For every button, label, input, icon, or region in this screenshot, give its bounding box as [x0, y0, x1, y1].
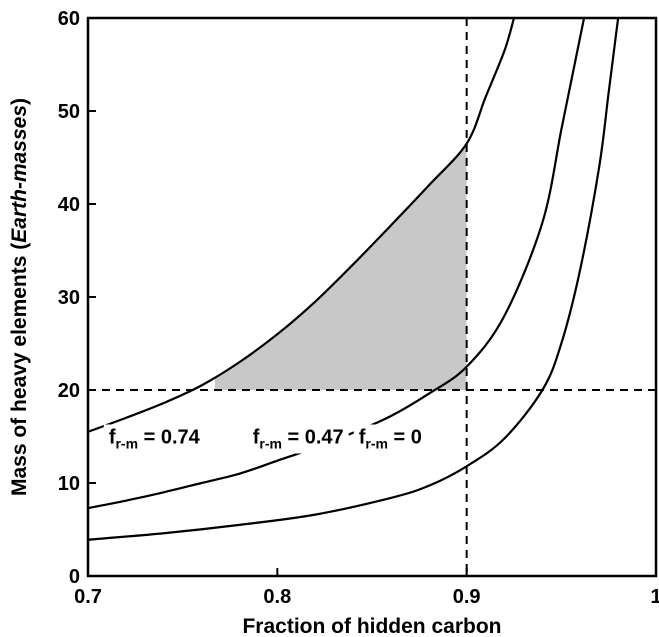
y-tick-label: 30	[58, 287, 80, 309]
curve-label-main: f	[359, 427, 366, 449]
x-tick-label: 0.9	[453, 586, 481, 608]
curve-labels-layer: fr-m = 0.74 fr-m = 0.47 fr-m = 0	[103, 424, 427, 454]
y-axis-title-prefix: Mass of heavy elements (	[8, 243, 31, 496]
svg-text:fr-m = 0.47: fr-m = 0.47	[253, 427, 344, 452]
y-tick-label: 50	[58, 101, 80, 123]
curve-label-2: fr-m = 0	[353, 424, 427, 454]
curves-layer	[88, 18, 620, 541]
y-tick-label: 20	[58, 380, 80, 402]
y-axis-title-suffix: )	[8, 98, 31, 105]
shaded-region	[214, 143, 467, 390]
x-tick-label: 0.7	[74, 586, 102, 608]
svg-text:fr-m = 0.74: fr-m = 0.74	[109, 427, 201, 452]
x-axis-title: Fraction of hidden carbon	[242, 615, 501, 637]
curve-label-main: f	[109, 427, 116, 449]
curve-label-main: f	[253, 427, 260, 449]
curve-label-background	[247, 424, 349, 454]
curve-label-background	[353, 424, 427, 454]
y-axis-title-italic: Earth-masses	[8, 105, 31, 243]
series-line-1	[88, 18, 586, 510]
y-tick-label: 40	[58, 194, 80, 216]
y-axis-title: Mass of heavy elements (Earth-masses)	[8, 98, 31, 496]
shaded-region-layer	[214, 143, 467, 390]
curve-label-subscript: r-m	[365, 436, 388, 452]
y-tick-label: 60	[58, 8, 80, 30]
reference-lines-layer	[88, 18, 656, 576]
svg-text:fr-m = 0: fr-m = 0	[359, 427, 422, 452]
curve-label-background	[103, 424, 206, 454]
curve-label-value: = 0	[388, 427, 422, 449]
curve-label-subscript: r-m	[115, 436, 138, 452]
y-tick-label: 0	[69, 566, 80, 588]
x-tick-label: 1	[650, 586, 659, 608]
x-tick-label: 0.8	[263, 586, 291, 608]
curve-label-value: = 0.74	[138, 427, 201, 449]
curve-label-0: fr-m = 0.74	[103, 424, 206, 454]
y-tick-label: 10	[58, 473, 80, 495]
curve-label-value: = 0.47	[282, 427, 344, 449]
curve-label-subscript: r-m	[259, 436, 282, 452]
series-line-2	[88, 18, 620, 541]
curve-label-1: fr-m = 0.47	[247, 424, 349, 454]
series-line-0	[88, 18, 516, 433]
